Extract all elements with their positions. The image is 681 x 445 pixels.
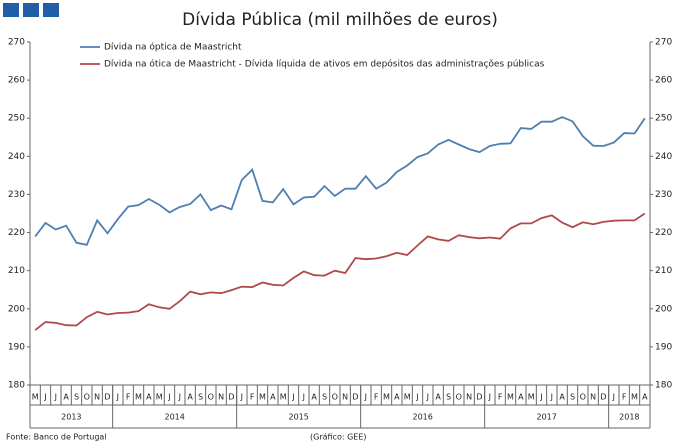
year-label: 2016 bbox=[412, 413, 432, 422]
x-tick-label: J bbox=[426, 393, 429, 402]
x-tick-label: A bbox=[63, 393, 69, 402]
y2-tick-label: 230 bbox=[655, 190, 672, 200]
x-tick-label: J bbox=[167, 393, 170, 402]
x-tick-label: F bbox=[250, 393, 255, 402]
x-tick-label: J bbox=[415, 393, 418, 402]
x-tick-label: F bbox=[126, 393, 131, 402]
x-tick-label: J bbox=[550, 393, 553, 402]
x-tick-label: N bbox=[94, 393, 100, 402]
x-tick-label: D bbox=[228, 393, 234, 402]
x-tick-label: A bbox=[146, 393, 152, 402]
x-tick-label: M bbox=[280, 393, 287, 402]
chart-title: Dívida Pública (mil milhões de euros) bbox=[182, 10, 498, 30]
y-tick-label: 180 bbox=[8, 381, 25, 391]
x-tick-label: D bbox=[600, 393, 606, 402]
x-tick-label: S bbox=[322, 393, 327, 402]
x-tick-label: M bbox=[156, 393, 163, 402]
x-tick-label: S bbox=[198, 393, 203, 402]
x-tick-label: S bbox=[570, 393, 575, 402]
y2-tick-label: 270 bbox=[655, 38, 672, 48]
x-tick-label: J bbox=[291, 393, 294, 402]
x-tick-label: O bbox=[84, 393, 90, 402]
x-tick-label: M bbox=[404, 393, 411, 402]
x-tick-label: N bbox=[466, 393, 472, 402]
x-tick-label: M bbox=[528, 393, 535, 402]
x-tick-label: J bbox=[43, 393, 46, 402]
x-tick-label: D bbox=[476, 393, 482, 402]
x-tick-label: A bbox=[187, 393, 193, 402]
y-tick-label: 230 bbox=[8, 190, 25, 200]
x-tick-label: D bbox=[104, 393, 110, 402]
x-tick-label: O bbox=[332, 393, 338, 402]
x-tick-label: J bbox=[54, 393, 57, 402]
x-tick-label: N bbox=[590, 393, 596, 402]
y2-tick-label: 180 bbox=[655, 381, 672, 391]
y2-tick-label: 250 bbox=[655, 114, 672, 124]
y-tick-label: 190 bbox=[8, 342, 25, 352]
year-label: 2018 bbox=[619, 413, 639, 422]
x-tick-label: A bbox=[270, 393, 276, 402]
x-tick-label: N bbox=[218, 393, 224, 402]
x-tick-label: M bbox=[135, 393, 142, 402]
x-tick-label: A bbox=[518, 393, 524, 402]
x-tick-label: N bbox=[342, 393, 348, 402]
x-tick-label: A bbox=[642, 393, 648, 402]
x-tick-label: M bbox=[383, 393, 390, 402]
x-tick-label: J bbox=[240, 393, 243, 402]
x-tick-label: J bbox=[488, 393, 491, 402]
series-line bbox=[34, 116, 646, 246]
x-tick-label: M bbox=[32, 393, 39, 402]
legend-label: Dívida na óptica de Maastricht bbox=[104, 42, 242, 53]
x-tick-label: O bbox=[208, 393, 214, 402]
year-label: 2013 bbox=[61, 413, 81, 422]
credit: (Gráfico: GEE) bbox=[310, 433, 367, 442]
y-tick-label: 240 bbox=[8, 152, 25, 162]
x-tick-label: F bbox=[374, 393, 379, 402]
x-tick-label: J bbox=[178, 393, 181, 402]
x-tick-label: A bbox=[559, 393, 565, 402]
legend-label: Dívida na ótica de Maastricht - Dívida l… bbox=[104, 59, 545, 70]
x-tick-label: M bbox=[259, 393, 266, 402]
y2-tick-label: 220 bbox=[655, 228, 672, 238]
x-tick-label: O bbox=[456, 393, 462, 402]
y-tick-label: 200 bbox=[8, 304, 25, 314]
y-tick-label: 220 bbox=[8, 228, 25, 238]
y2-tick-label: 190 bbox=[655, 342, 672, 352]
series-line bbox=[34, 212, 646, 331]
year-label: 2014 bbox=[164, 413, 184, 422]
y-tick-label: 260 bbox=[8, 76, 25, 86]
y-tick-label: 250 bbox=[8, 114, 25, 124]
x-tick-label: S bbox=[446, 393, 451, 402]
logo-square bbox=[3, 3, 19, 17]
y-tick-label: 210 bbox=[8, 266, 25, 276]
x-tick-label: M bbox=[631, 393, 638, 402]
year-label: 2015 bbox=[288, 413, 308, 422]
x-tick-label: J bbox=[302, 393, 305, 402]
source: Fonte: Banco de Portugal bbox=[6, 433, 107, 442]
x-tick-label: A bbox=[435, 393, 441, 402]
x-tick-label: J bbox=[612, 393, 615, 402]
x-tick-label: A bbox=[394, 393, 400, 402]
y-tick-label: 270 bbox=[8, 38, 25, 48]
x-tick-label: J bbox=[364, 393, 367, 402]
logo-square bbox=[43, 3, 59, 17]
year-label: 2017 bbox=[536, 413, 556, 422]
y2-tick-label: 200 bbox=[655, 304, 672, 314]
x-tick-label: S bbox=[74, 393, 79, 402]
x-tick-label: F bbox=[622, 393, 627, 402]
y2-tick-label: 210 bbox=[655, 266, 672, 276]
x-tick-label: F bbox=[498, 393, 503, 402]
x-tick-label: O bbox=[580, 393, 586, 402]
y2-tick-label: 240 bbox=[655, 152, 672, 162]
x-tick-label: M bbox=[507, 393, 514, 402]
x-tick-label: D bbox=[352, 393, 358, 402]
logo-square bbox=[23, 3, 39, 17]
x-tick-label: A bbox=[311, 393, 317, 402]
y2-tick-label: 260 bbox=[655, 76, 672, 86]
x-tick-label: J bbox=[116, 393, 119, 402]
x-tick-label: J bbox=[539, 393, 542, 402]
